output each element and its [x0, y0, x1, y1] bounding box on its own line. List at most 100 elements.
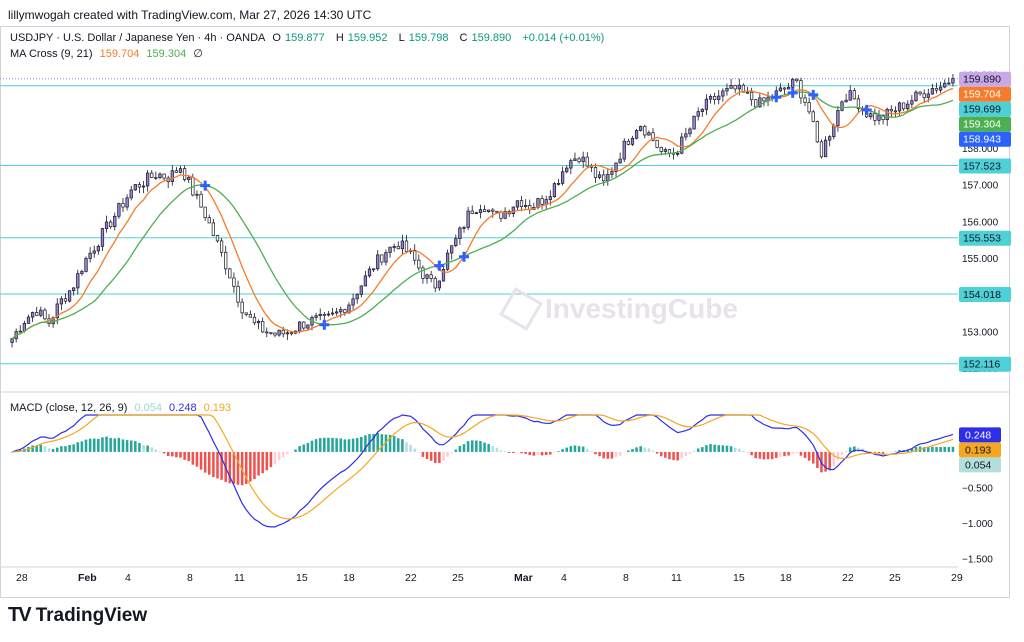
macd-histogram-bar	[446, 451, 449, 457]
candle-body	[511, 206, 515, 215]
macd-histogram-bar	[101, 437, 104, 452]
candle-body	[211, 222, 216, 236]
macd-histogram-bar	[836, 451, 840, 461]
candle-body	[141, 185, 146, 188]
candle-body	[55, 303, 59, 319]
candle-body	[593, 166, 598, 178]
candle-body	[76, 273, 80, 289]
candle-body	[117, 203, 121, 217]
candle-body	[552, 183, 557, 197]
candle-body	[778, 87, 783, 92]
candle-body	[897, 102, 902, 112]
macd-histogram-bar	[935, 447, 938, 452]
macd-histogram-bar	[832, 451, 836, 466]
tradingview-brand: TV TradingView	[8, 604, 147, 627]
macd-histogram-bar	[88, 438, 92, 452]
macd-histogram-bar	[672, 451, 675, 461]
price-label-box	[959, 101, 1011, 117]
candle-body	[943, 82, 947, 88]
candle-body	[433, 278, 437, 289]
ma-cross-marker	[771, 92, 782, 103]
tradingview-logo: TV	[8, 604, 32, 626]
candle-body	[203, 206, 207, 218]
candle-body	[429, 274, 433, 279]
candle-body	[585, 156, 589, 167]
macd-histogram-bar	[602, 451, 605, 459]
macd-histogram-bar	[351, 438, 355, 452]
candle-body	[749, 91, 754, 101]
candle-body	[926, 93, 930, 98]
candle-body	[314, 315, 318, 318]
ma-legend[interactable]: MA Cross (9, 21) 159.704 159.304 ∅	[10, 47, 207, 60]
macd-histogram-bar	[236, 451, 240, 485]
macd-histogram-bar	[425, 451, 429, 460]
candle-body	[684, 133, 688, 138]
macd-histogram-bar	[614, 451, 618, 458]
macd-label-text: 0.193	[965, 444, 991, 456]
macd-histogram-bar	[31, 445, 34, 452]
candle-body	[803, 97, 807, 103]
candle-body	[67, 290, 72, 302]
candle-body	[840, 101, 844, 111]
macd-histogram-bar	[105, 436, 108, 452]
macd-histogram-bar	[931, 446, 934, 452]
candle-body	[462, 227, 466, 229]
time-axis-tick: 11	[671, 572, 682, 584]
time-axis-tick: 22	[842, 572, 854, 584]
candle-body	[273, 332, 277, 336]
macd-histogram-bar	[881, 451, 885, 454]
macd-histogram-bar	[787, 451, 790, 456]
candle-body	[232, 277, 236, 287]
candle-body	[413, 249, 417, 261]
ma-cross-marker	[200, 180, 211, 191]
candle-body	[922, 93, 926, 98]
candle-body	[392, 246, 396, 248]
candle-body	[30, 312, 35, 318]
chart-credit: lillymwogah created with TradingView.com…	[8, 8, 372, 22]
macd-histogram-bar	[483, 442, 486, 452]
time-axis-tick: Feb	[78, 572, 97, 584]
macd-histogram-bar	[696, 448, 700, 452]
ma-cross-marker	[861, 104, 872, 115]
macd-axis-tick: −1.500	[962, 554, 993, 565]
macd-histogram-bar	[142, 445, 145, 452]
macd-histogram-bar	[277, 451, 281, 461]
macd-histogram-bar	[680, 451, 684, 459]
macd-histogram-bar	[725, 445, 729, 452]
macd-histogram-bar	[290, 451, 293, 453]
candle-body	[659, 146, 663, 152]
candle-body	[807, 102, 811, 113]
macd-histogram-bar	[565, 447, 569, 452]
candle-body	[322, 313, 326, 316]
candle-body	[647, 132, 651, 136]
candle-body	[380, 254, 384, 263]
macd-histogram-bar	[569, 446, 573, 452]
macd-histogram-bar	[343, 439, 347, 452]
candle-body	[688, 128, 692, 135]
chart-frame	[0, 26, 1010, 598]
macd-histogram-bar	[470, 440, 474, 452]
macd-histogram-bar	[877, 451, 881, 453]
candle-body	[639, 126, 643, 131]
macd-histogram-bar	[409, 444, 412, 452]
macd-label-box	[959, 427, 1001, 443]
macd-histogram-bar	[212, 451, 215, 478]
ma-slow-line	[11, 91, 954, 340]
macd-histogram-bar	[927, 447, 930, 452]
macd-histogram-bar	[195, 451, 199, 467]
price-label-box	[959, 131, 1011, 147]
hide-icon[interactable]: ∅	[193, 48, 203, 60]
candle-body	[700, 109, 704, 112]
candle-body	[762, 97, 766, 102]
candle-body	[92, 250, 96, 254]
candle-body	[437, 280, 441, 289]
candle-body	[667, 149, 672, 154]
candle-body	[43, 309, 47, 320]
macd-histogram-bar	[738, 448, 741, 452]
macd-legend[interactable]: MACD (close, 12, 26, 9) 0.054 0.248 0.19…	[10, 402, 235, 414]
candle-body	[450, 245, 454, 254]
macd-histogram-bar	[244, 451, 248, 484]
time-axis-tick: 18	[780, 572, 792, 584]
candle-body	[782, 87, 787, 90]
